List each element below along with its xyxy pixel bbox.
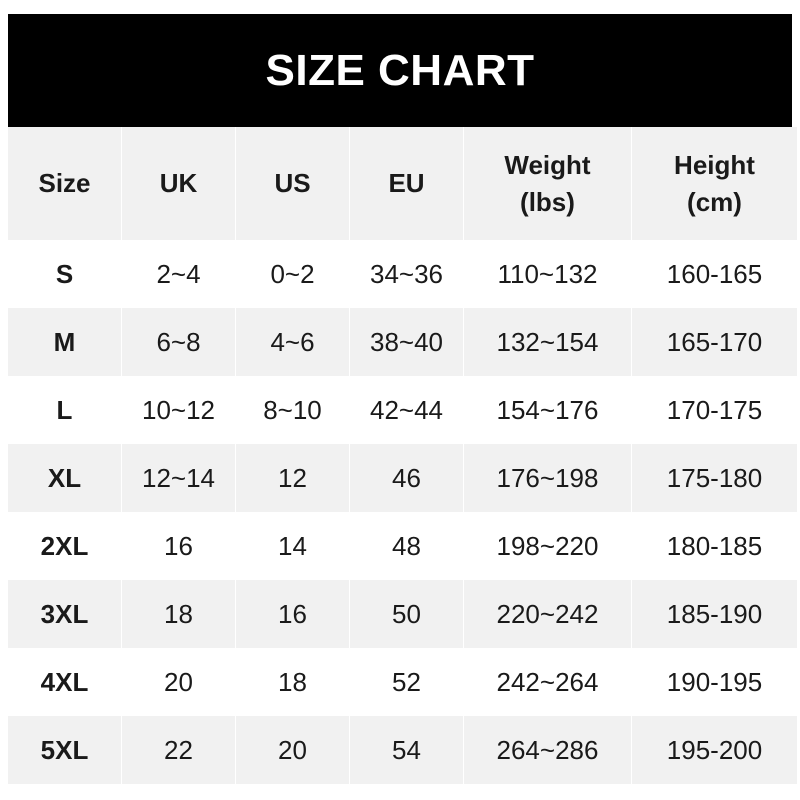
cell-size: 2XL bbox=[8, 512, 121, 580]
cell-weight: 220~242 bbox=[464, 580, 631, 648]
cell-height: 190-195 bbox=[632, 648, 797, 716]
cell-size: 3XL bbox=[8, 580, 121, 648]
cell-eu: 38~40 bbox=[350, 308, 463, 376]
cell-eu: 34~36 bbox=[350, 240, 463, 308]
cell-size: L bbox=[8, 376, 121, 444]
cell-eu: 46 bbox=[350, 444, 463, 512]
size-chart-table: Size UK US EU Weight (lbs) Height (cm) S 2~4 0~2… bbox=[8, 127, 797, 784]
header-us: US bbox=[236, 127, 349, 240]
cell-us: 14 bbox=[236, 512, 349, 580]
cell-size: 5XL bbox=[8, 716, 121, 784]
cell-height: 175-180 bbox=[632, 444, 797, 512]
cell-us: 20 bbox=[236, 716, 349, 784]
cell-uk: 6~8 bbox=[122, 308, 235, 376]
cell-uk: 16 bbox=[122, 512, 235, 580]
cell-size: M bbox=[8, 308, 121, 376]
cell-eu: 42~44 bbox=[350, 376, 463, 444]
cell-uk: 18 bbox=[122, 580, 235, 648]
cell-uk: 20 bbox=[122, 648, 235, 716]
cell-us: 18 bbox=[236, 648, 349, 716]
cell-us: 12 bbox=[236, 444, 349, 512]
cell-height: 185-190 bbox=[632, 580, 797, 648]
cell-weight: 198~220 bbox=[464, 512, 631, 580]
cell-us: 4~6 bbox=[236, 308, 349, 376]
cell-size: 4XL bbox=[8, 648, 121, 716]
cell-uk: 10~12 bbox=[122, 376, 235, 444]
cell-weight: 264~286 bbox=[464, 716, 631, 784]
cell-eu: 50 bbox=[350, 580, 463, 648]
cell-size: S bbox=[8, 240, 121, 308]
cell-weight: 176~198 bbox=[464, 444, 631, 512]
cell-height: 180-185 bbox=[632, 512, 797, 580]
cell-height: 165-170 bbox=[632, 308, 797, 376]
cell-weight: 132~154 bbox=[464, 308, 631, 376]
cell-uk: 12~14 bbox=[122, 444, 235, 512]
cell-weight: 110~132 bbox=[464, 240, 631, 308]
cell-weight: 154~176 bbox=[464, 376, 631, 444]
cell-eu: 54 bbox=[350, 716, 463, 784]
cell-height: 170-175 bbox=[632, 376, 797, 444]
cell-size: XL bbox=[8, 444, 121, 512]
cell-height: 195-200 bbox=[632, 716, 797, 784]
cell-eu: 48 bbox=[350, 512, 463, 580]
header-size: Size bbox=[8, 127, 121, 240]
cell-weight: 242~264 bbox=[464, 648, 631, 716]
cell-us: 8~10 bbox=[236, 376, 349, 444]
cell-eu: 52 bbox=[350, 648, 463, 716]
cell-height: 160-165 bbox=[632, 240, 797, 308]
header-uk: UK bbox=[122, 127, 235, 240]
header-height: Height (cm) bbox=[632, 127, 797, 240]
cell-us: 16 bbox=[236, 580, 349, 648]
cell-us: 0~2 bbox=[236, 240, 349, 308]
cell-uk: 22 bbox=[122, 716, 235, 784]
header-weight: Weight (lbs) bbox=[464, 127, 631, 240]
cell-uk: 2~4 bbox=[122, 240, 235, 308]
size-chart-title: SIZE CHART bbox=[8, 14, 792, 127]
header-eu: EU bbox=[350, 127, 463, 240]
